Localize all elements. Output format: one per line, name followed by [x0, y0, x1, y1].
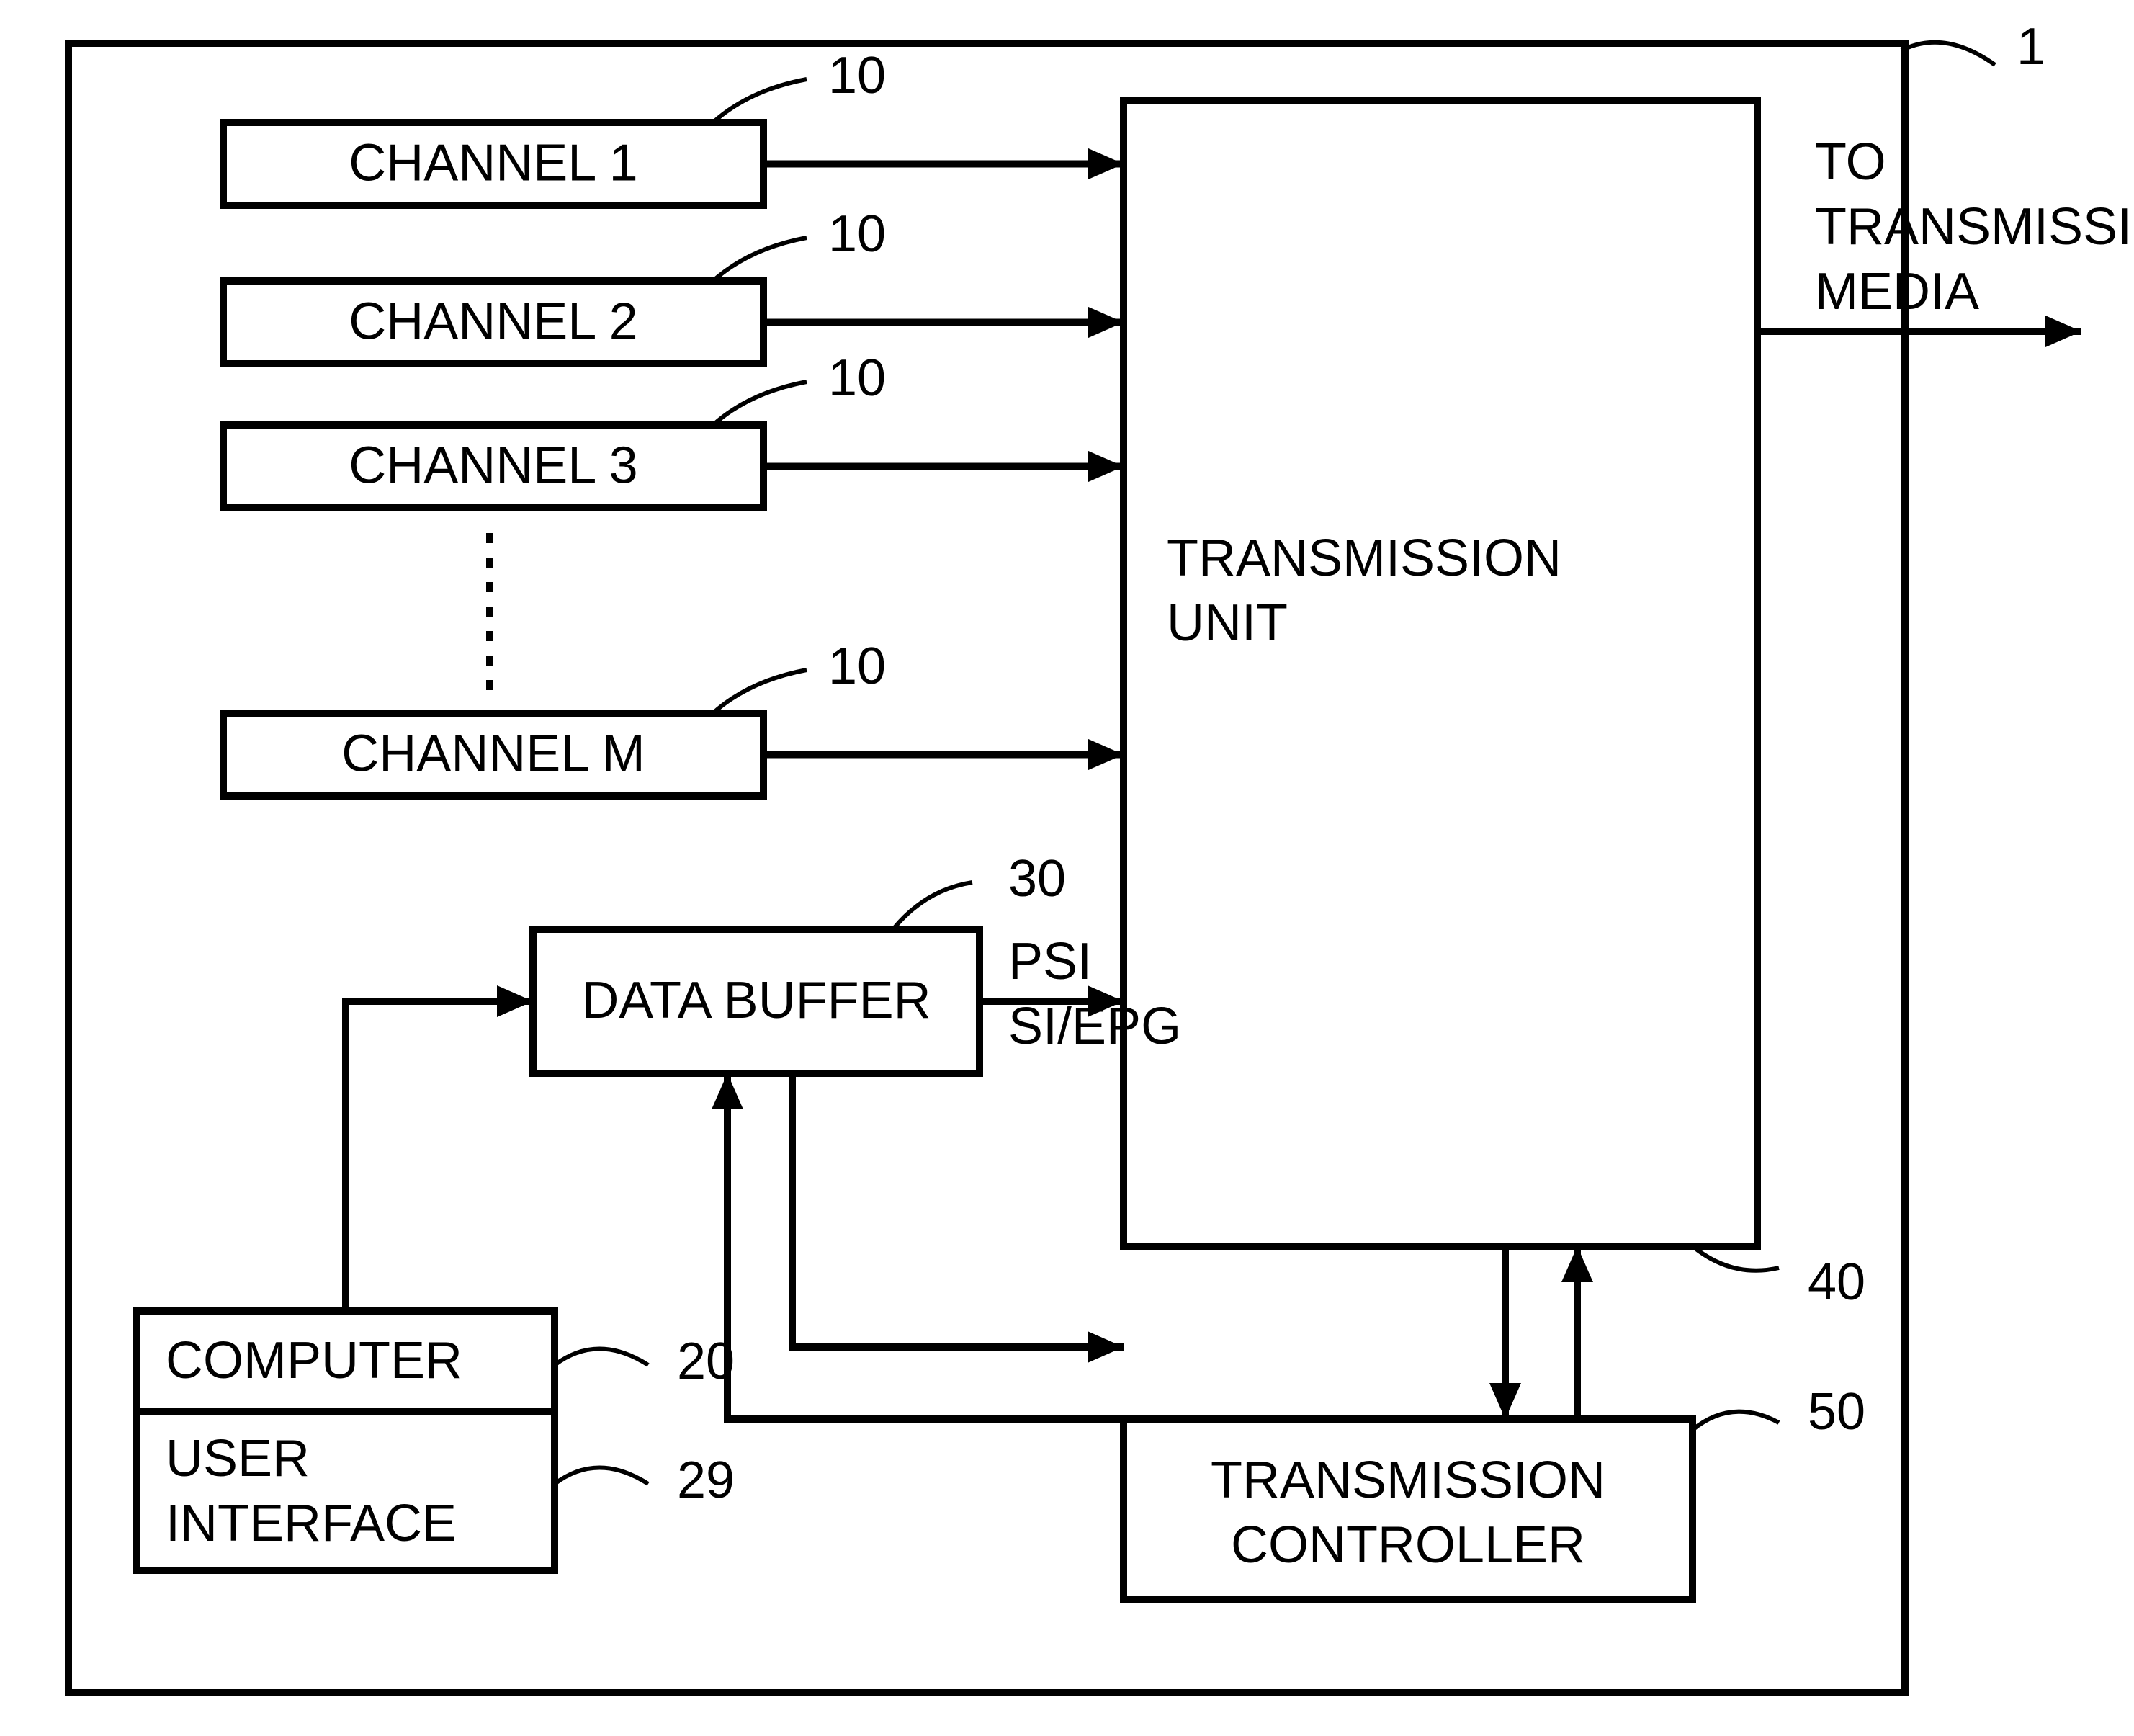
output-label-3: MEDIA: [1815, 263, 1979, 321]
ui-label-1: USER: [166, 1430, 310, 1487]
output-label-2: TRANSMISSION: [1815, 198, 2134, 256]
channel-ref-0: 10: [828, 47, 886, 104]
ref-30: 30: [1008, 850, 1066, 908]
transmission-unit-box: [1124, 101, 1757, 1246]
ref-1: 1: [2017, 18, 2045, 76]
channel-label-2: CHANNEL 3: [349, 437, 637, 495]
tc-label-2: CONTROLLER: [1231, 1516, 1585, 1574]
transmission-unit-label-1: TRANSMISSION: [1167, 529, 1561, 587]
ref-40: 40: [1808, 1253, 1865, 1311]
transmission-unit-label-2: UNIT: [1167, 594, 1288, 652]
channel-ref-3: 10: [828, 637, 886, 695]
channel-label-1: CHANNEL 2: [349, 293, 637, 351]
label-si-epg: SI/EPG: [1008, 998, 1181, 1055]
channel-ref-1: 10: [828, 205, 886, 263]
channel-label-0: CHANNEL 1: [349, 135, 637, 192]
ui-label-2: INTERFACE: [166, 1495, 457, 1552]
ref-50: 50: [1808, 1383, 1865, 1441]
output-label-1: TO: [1815, 133, 1886, 191]
channel-label-3: CHANNEL M: [341, 725, 645, 783]
computer-label: COMPUTER: [166, 1332, 462, 1390]
tc-label-1: TRANSMISSION: [1211, 1451, 1605, 1509]
ref-leader: [1901, 42, 1995, 65]
channel-ref-2: 10: [828, 349, 886, 407]
ref-29: 29: [677, 1451, 735, 1509]
data-buffer-label: DATA BUFFER: [581, 972, 931, 1029]
arrow-output-head: [2045, 316, 2081, 347]
label-psi: PSI: [1008, 933, 1092, 990]
